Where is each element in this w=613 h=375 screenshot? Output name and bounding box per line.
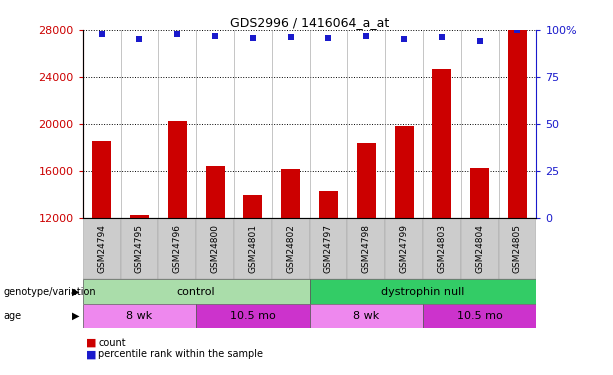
Bar (357, 142, 376, 218)
Text: ■: ■ (86, 350, 96, 359)
Title: GDS2996 / 1416064_a_at: GDS2996 / 1416064_a_at (230, 16, 389, 29)
Text: GSM24802: GSM24802 (286, 224, 295, 273)
Text: GSM24795: GSM24795 (135, 224, 144, 273)
Bar (310, 219, 348, 279)
Bar (121, 219, 158, 279)
Bar (92, 141, 111, 218)
Point (172, 30, 182, 36)
Text: GSM24796: GSM24796 (173, 224, 182, 273)
Text: ■: ■ (86, 338, 96, 348)
Text: ▶: ▶ (72, 286, 79, 297)
Text: GSM24799: GSM24799 (400, 224, 409, 273)
Text: genotype/variation: genotype/variation (3, 286, 96, 297)
Bar (423, 304, 536, 328)
Bar (498, 219, 536, 279)
Bar (83, 279, 310, 304)
Text: GSM24798: GSM24798 (362, 224, 371, 273)
Text: ▶: ▶ (72, 311, 79, 321)
Bar (348, 219, 385, 279)
Point (437, 34, 447, 40)
Point (210, 33, 220, 39)
Bar (158, 219, 196, 279)
Text: 10.5 mo: 10.5 mo (230, 311, 276, 321)
Bar (310, 304, 423, 328)
Bar (508, 30, 527, 217)
Bar (83, 304, 196, 328)
Text: control: control (177, 286, 216, 297)
Bar (130, 215, 149, 217)
Bar (385, 219, 423, 279)
Bar (205, 166, 224, 218)
Text: GSM24804: GSM24804 (475, 224, 484, 273)
Text: 10.5 mo: 10.5 mo (457, 311, 503, 321)
Point (248, 35, 257, 41)
Bar (461, 219, 498, 279)
Text: count: count (98, 338, 126, 348)
Text: GSM24800: GSM24800 (210, 224, 219, 273)
Point (512, 27, 522, 33)
Point (286, 34, 295, 40)
Bar (395, 126, 414, 218)
Text: 8 wk: 8 wk (126, 311, 153, 321)
Text: GSM24801: GSM24801 (248, 224, 257, 273)
Text: GSM24803: GSM24803 (437, 224, 446, 273)
Bar (423, 219, 461, 279)
Text: dystrophin null: dystrophin null (381, 286, 465, 297)
Bar (168, 122, 187, 218)
Point (324, 35, 333, 41)
Text: age: age (3, 311, 21, 321)
Text: GSM24794: GSM24794 (97, 224, 106, 273)
Point (361, 33, 371, 39)
Bar (196, 304, 310, 328)
Bar (281, 170, 300, 217)
Text: percentile rank within the sample: percentile rank within the sample (98, 350, 263, 359)
Bar (432, 69, 451, 218)
Point (97, 30, 107, 36)
Point (399, 36, 409, 42)
Text: GSM24797: GSM24797 (324, 224, 333, 273)
Point (134, 36, 145, 42)
Bar (196, 219, 234, 279)
Text: GSM24805: GSM24805 (513, 224, 522, 273)
Point (475, 38, 485, 44)
Bar (470, 168, 489, 217)
Bar (310, 279, 536, 304)
Bar (272, 219, 310, 279)
Bar (243, 195, 262, 217)
Text: 8 wk: 8 wk (353, 311, 379, 321)
Bar (83, 219, 121, 279)
Bar (319, 190, 338, 217)
Bar (234, 219, 272, 279)
